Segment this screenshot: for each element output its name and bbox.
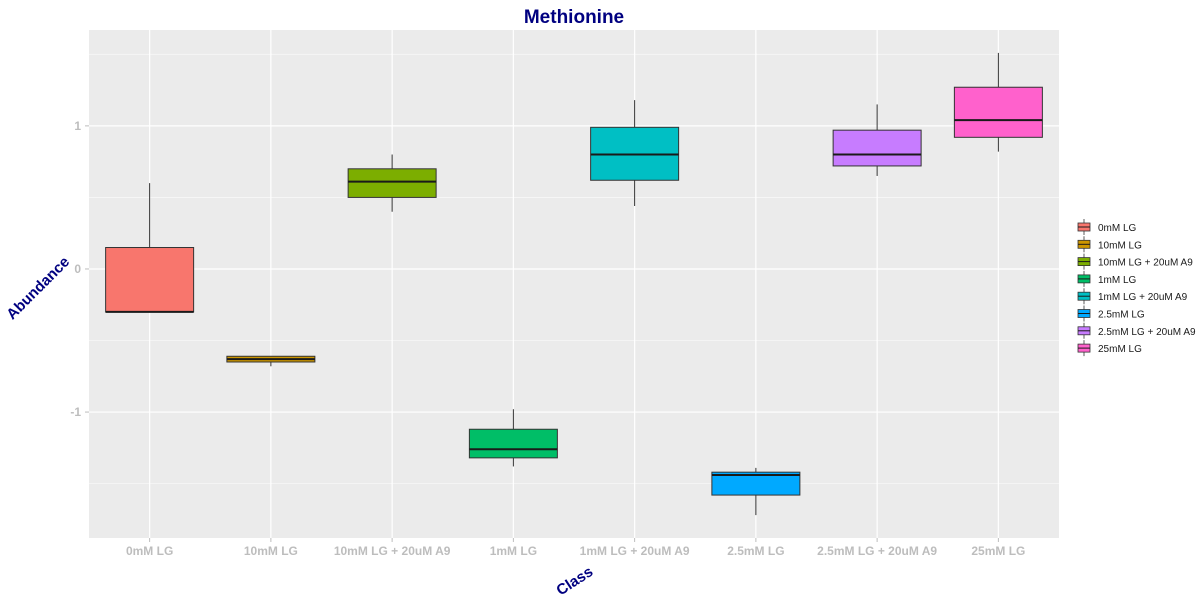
legend-label: 10mM LG + 20uM A9 [1098, 258, 1193, 269]
legend-item: 10mM LG + 20uM A9 [1077, 253, 1193, 270]
legend-item: 2.5mM LG + 20uM A9 [1077, 322, 1196, 339]
minor-gridlines [89, 53, 1059, 485]
box-10mm-lg-20um-a9 [347, 154, 437, 212]
legend-item: 1mM LG [1077, 270, 1137, 287]
legend: 0mM LG 10mM LG 10mM LG + 20uM A9 1mM LG 1mM … [1077, 219, 1196, 357]
legend-item: 1mM LG + 20uM A9 [1077, 288, 1188, 305]
legend-item: 10mM LG [1077, 236, 1142, 253]
x-axis-title: Class [553, 563, 596, 599]
x-tick-label: 2.5mM LG [727, 544, 784, 558]
box-0mm-lg [105, 183, 195, 313]
box-1mm-lg [468, 409, 558, 467]
legend-item: 2.5mM LG [1077, 305, 1145, 322]
legend-label: 2.5mM LG + 20uM A9 [1098, 327, 1196, 338]
x-tick-label: 2.5mM LG + 20uM A9 [817, 544, 937, 558]
plot-panel [89, 30, 1059, 538]
box-body [105, 247, 195, 313]
y-tick-label: 1 [74, 119, 81, 133]
chart-title: Methionine [524, 7, 624, 28]
legend-label: 2.5mM LG [1098, 310, 1145, 321]
y-axis-title: Abundance [3, 253, 73, 323]
legend-label: 1mM LG [1098, 275, 1137, 286]
box-body [832, 129, 922, 167]
box-body [468, 428, 558, 459]
box-25mm-lg [953, 52, 1043, 152]
legend-label: 1mM LG + 20uM A9 [1098, 292, 1188, 303]
box-body [711, 471, 801, 496]
box-body [953, 86, 1043, 138]
legend-label: 0mM LG [1098, 223, 1137, 234]
x-tick-label: 25mM LG [971, 544, 1025, 558]
box-1mm-lg-20um-a9 [590, 100, 680, 207]
y-tick-label: -1 [70, 405, 81, 419]
x-tick-label: 1mM LG + 20uM A9 [580, 544, 690, 558]
y-tick-label: 0 [74, 262, 81, 276]
x-tick-label: 1mM LG [490, 544, 537, 558]
box-2-5mm-lg-20um-a9 [832, 104, 922, 176]
box-series [105, 52, 1043, 516]
x-tick-label: 10mM LG [244, 544, 298, 558]
legend-item: 0mM LG [1077, 219, 1137, 235]
x-tick-label: 10mM LG + 20uM A9 [334, 544, 451, 558]
legend-item: 25mM LG [1077, 340, 1142, 357]
box-2-5mm-lg [711, 467, 801, 516]
box-10mm-lg [226, 355, 316, 367]
legend-label: 25mM LG [1098, 344, 1142, 355]
y-axis-ticks: -1 0 1 [70, 119, 89, 419]
x-tick-label: 0mM LG [126, 544, 173, 558]
legend-label: 10mM LG [1098, 240, 1142, 251]
x-axis-ticks: 0mM LG 10mM LG 10mM LG + 20uM A9 1mM LG 1mM … [126, 538, 1025, 558]
box-body [347, 168, 437, 198]
